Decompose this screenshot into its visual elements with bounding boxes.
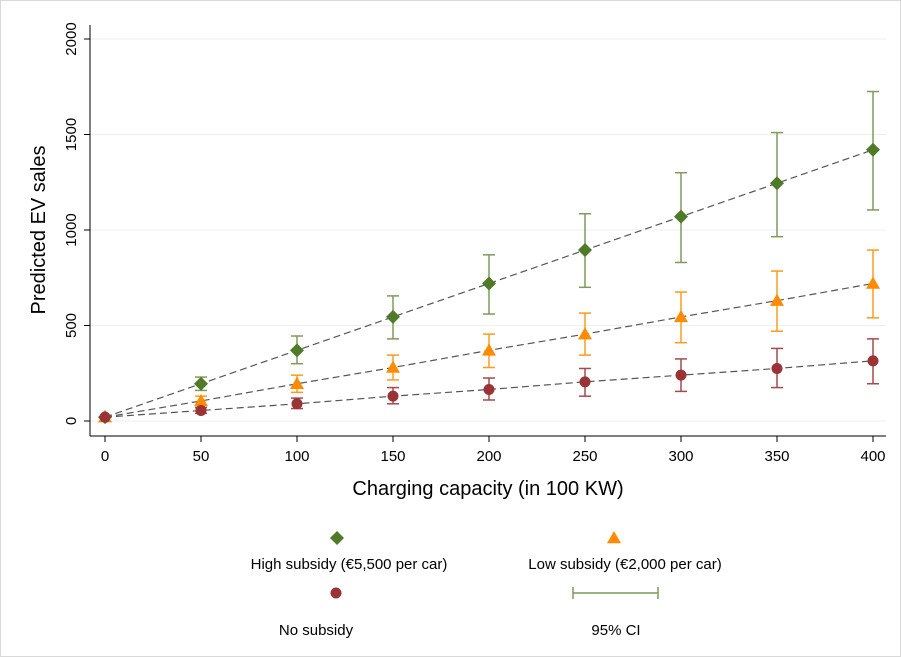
point-high-subsidy-400 — [866, 142, 880, 157]
point-no-subsidy-350 — [771, 362, 783, 374]
point-high-subsidy-200 — [482, 276, 496, 291]
x-tick-label-100: 100 — [284, 448, 309, 465]
point-high-subsidy-100 — [290, 343, 304, 358]
y-tick-label-0: 0 — [63, 417, 80, 425]
point-low-subsidy-350 — [770, 293, 784, 306]
x-tick-label-400: 400 — [860, 448, 885, 465]
point-no-subsidy-250 — [579, 376, 591, 388]
point-high-subsidy-50 — [194, 376, 208, 391]
fit-line-high-subsidy — [104, 149, 874, 418]
point-no-subsidy-150 — [387, 390, 399, 402]
point-low-subsidy-200 — [482, 343, 496, 356]
x-tick-label-150: 150 — [380, 448, 405, 465]
gridlines — [90, 38, 886, 422]
confidence-intervals — [195, 90, 879, 415]
x-tick-label-250: 250 — [572, 448, 597, 465]
y-tick-label-1000: 1000 — [63, 213, 80, 246]
point-high-subsidy-300 — [674, 209, 688, 224]
y-axis-label: Predicted EV sales — [28, 146, 50, 315]
legend-label-high-subsidy: High subsidy (€5,500 per car) — [251, 556, 448, 573]
axes: 0 500 1000 1500 2000 0 50 100 150 200 250 300 350 400 — [63, 22, 886, 465]
legend-label-ci: 95% CI — [591, 622, 640, 639]
point-high-subsidy-350 — [770, 176, 784, 191]
y-tick-label-500: 500 — [63, 313, 80, 338]
x-tick-label-0: 0 — [101, 448, 109, 465]
y-tick-label-2000: 2000 — [63, 22, 80, 55]
x-tick-label-350: 350 — [764, 448, 789, 465]
point-high-subsidy-250 — [578, 243, 592, 258]
point-low-subsidy-300 — [674, 309, 688, 323]
point-low-subsidy-400 — [866, 276, 880, 289]
point-low-subsidy-100 — [290, 376, 304, 390]
x-tick-label-200: 200 — [476, 448, 501, 465]
point-low-subsidy-50 — [194, 393, 208, 407]
x-tick-label-50: 50 — [193, 448, 210, 465]
x-tick-label-300: 300 — [668, 448, 693, 465]
point-low-subsidy-250 — [578, 327, 592, 340]
point-low-subsidy-150 — [386, 360, 400, 373]
point-high-subsidy-150 — [386, 309, 400, 324]
point-no-subsidy-200 — [483, 383, 495, 395]
point-no-subsidy-300 — [675, 369, 687, 381]
point-no-subsidy-100 — [291, 398, 303, 410]
point-no-subsidy-50 — [195, 404, 207, 416]
x-axis-label: Charging capacity (in 100 KW) — [352, 478, 623, 500]
point-no-subsidy-0 — [99, 411, 111, 423]
legend-label-low-subsidy: Low subsidy (€2,000 per car) — [528, 556, 721, 573]
legend-key-no-subsidy — [330, 587, 342, 599]
legend: High subsidy (€5,500 per car) Low subsid… — [251, 531, 722, 639]
legend-label-no-subsidy: No subsidy — [279, 622, 354, 639]
legend-key-low-subsidy — [607, 531, 621, 544]
point-no-subsidy-400 — [867, 355, 879, 367]
data-points — [98, 142, 880, 425]
y-tick-label-1500: 1500 — [63, 118, 80, 151]
legend-key-high-subsidy — [330, 531, 344, 545]
